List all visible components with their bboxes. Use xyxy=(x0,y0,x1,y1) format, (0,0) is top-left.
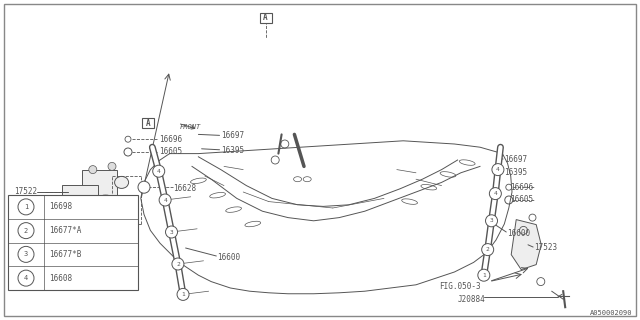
Text: 3: 3 xyxy=(24,252,28,257)
Text: 16395: 16395 xyxy=(221,146,244,155)
Text: 16605: 16605 xyxy=(510,196,533,204)
Circle shape xyxy=(108,163,116,170)
Text: 16696: 16696 xyxy=(510,183,533,192)
Text: 16608: 16608 xyxy=(49,274,72,283)
Text: 16697: 16697 xyxy=(221,132,244,140)
Text: 4: 4 xyxy=(493,191,497,196)
Text: 4: 4 xyxy=(24,275,28,281)
Bar xyxy=(82,170,116,205)
Text: 16605: 16605 xyxy=(159,148,182,156)
Text: 2: 2 xyxy=(176,261,180,267)
Circle shape xyxy=(18,246,34,262)
Text: J20884: J20884 xyxy=(458,295,485,304)
Text: 4: 4 xyxy=(496,167,500,172)
Circle shape xyxy=(478,269,490,281)
Circle shape xyxy=(482,244,493,256)
Text: 4: 4 xyxy=(163,197,167,203)
Text: 1: 1 xyxy=(181,292,185,297)
Circle shape xyxy=(138,181,150,193)
Text: 16600: 16600 xyxy=(508,229,531,238)
Text: 17523: 17523 xyxy=(534,244,557,252)
Bar xyxy=(8,195,138,290)
Circle shape xyxy=(18,270,34,286)
Text: 16698: 16698 xyxy=(49,202,72,212)
Bar xyxy=(62,185,98,199)
Text: 16697: 16697 xyxy=(504,156,527,164)
Text: 17522: 17522 xyxy=(14,188,37,196)
Text: 3: 3 xyxy=(170,229,173,235)
Circle shape xyxy=(490,188,501,200)
Text: 4: 4 xyxy=(157,169,161,174)
Text: A: A xyxy=(146,119,151,128)
Text: 16395: 16395 xyxy=(504,168,527,177)
Circle shape xyxy=(492,164,504,176)
Circle shape xyxy=(166,226,177,238)
Circle shape xyxy=(18,223,34,239)
Ellipse shape xyxy=(115,176,129,188)
Text: A050002090: A050002090 xyxy=(589,310,632,316)
Circle shape xyxy=(486,215,497,227)
Circle shape xyxy=(89,166,97,173)
Text: A: A xyxy=(263,13,268,22)
Text: 16677*B: 16677*B xyxy=(49,250,81,259)
Text: 1: 1 xyxy=(482,273,486,278)
Text: J20884: J20884 xyxy=(14,231,42,240)
Polygon shape xyxy=(511,220,541,269)
Bar xyxy=(260,12,271,23)
Text: 16696: 16696 xyxy=(159,135,182,144)
Ellipse shape xyxy=(95,195,116,208)
Circle shape xyxy=(172,258,184,270)
Text: FIG.050-3: FIG.050-3 xyxy=(439,282,481,291)
Circle shape xyxy=(159,194,171,206)
Circle shape xyxy=(18,199,34,215)
Text: 16677*A: 16677*A xyxy=(49,226,81,235)
Text: FIG.050-3: FIG.050-3 xyxy=(64,208,106,217)
Text: 2: 2 xyxy=(486,247,490,252)
Text: 2: 2 xyxy=(24,228,28,234)
Text: 3: 3 xyxy=(490,218,493,223)
Text: 16628: 16628 xyxy=(173,184,196,193)
Text: FRONT: FRONT xyxy=(179,124,200,130)
Circle shape xyxy=(177,288,189,300)
Text: 1: 1 xyxy=(24,204,28,210)
Circle shape xyxy=(153,165,164,177)
Bar xyxy=(143,118,154,128)
Text: 16600: 16600 xyxy=(218,253,241,262)
